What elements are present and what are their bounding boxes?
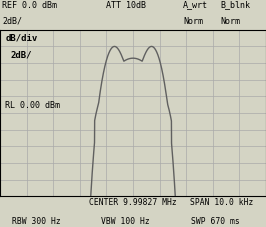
Text: CENTER 9.99827 MHz: CENTER 9.99827 MHz — [89, 197, 177, 206]
Text: Norm: Norm — [183, 17, 203, 26]
Text: VBW 100 Hz: VBW 100 Hz — [101, 216, 149, 225]
Text: ATT 10dB: ATT 10dB — [106, 1, 146, 10]
Text: SPAN 10.0 kHz: SPAN 10.0 kHz — [190, 197, 254, 206]
Text: REF 0.0 dBm: REF 0.0 dBm — [2, 1, 57, 10]
Text: dB/div: dB/div — [5, 33, 38, 42]
Text: B_blnk: B_blnk — [220, 1, 250, 10]
Text: A_wrt: A_wrt — [183, 1, 208, 10]
Text: SWP 670 ms: SWP 670 ms — [191, 216, 239, 225]
Text: 2dB/: 2dB/ — [2, 17, 22, 26]
Text: 2dB/: 2dB/ — [11, 51, 32, 59]
Text: Norm: Norm — [220, 17, 240, 26]
Text: RL 0.00 dBm: RL 0.00 dBm — [5, 100, 60, 109]
Text: RBW 300 Hz: RBW 300 Hz — [12, 216, 60, 225]
